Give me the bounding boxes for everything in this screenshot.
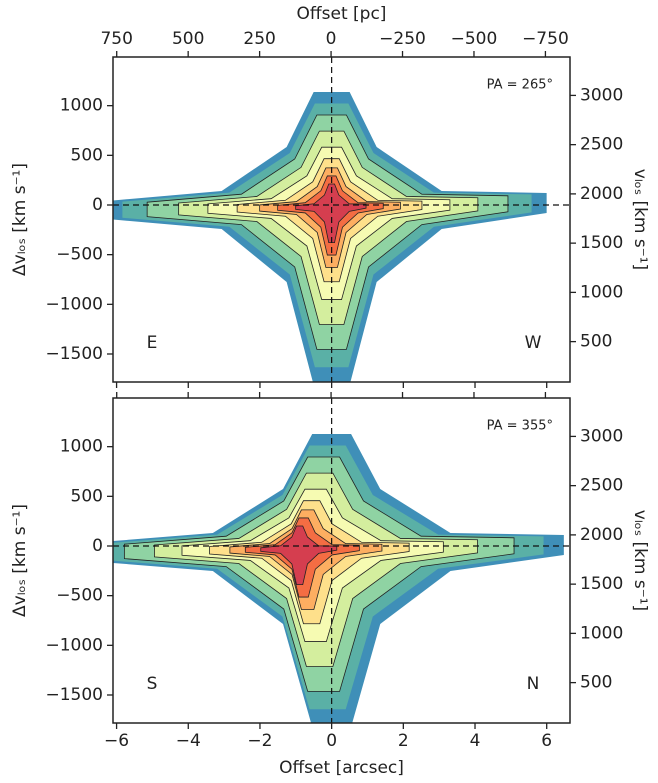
y-tick-label: 500	[71, 145, 103, 165]
x-tick-label: −2	[247, 731, 272, 751]
x-axis-label: Offset [arcsec]	[279, 758, 404, 778]
x-tick-label: 4	[470, 731, 481, 751]
emission-map	[113, 91, 547, 382]
plot-frame	[112, 56, 571, 383]
emission-map	[113, 433, 564, 723]
y2-tick-label: 2500	[580, 135, 623, 155]
x2-tick-label: 250	[243, 29, 275, 49]
emission-contour	[296, 184, 366, 243]
y-axis-label: Δvₗₒₛ [km s⁻¹]	[10, 163, 30, 276]
x-tick-label: 6	[541, 731, 552, 751]
y-tick-label: −1500	[45, 344, 103, 364]
y-tick-label: −1500	[45, 685, 103, 705]
y2-tick-label: 500	[580, 673, 612, 693]
y-tick-label: −500	[56, 586, 103, 606]
y2-tick-label: 3000	[580, 85, 623, 105]
y2-tick-label: 1500	[580, 574, 623, 594]
y2-axis-label: vₗₒₛ [km s⁻¹]	[630, 169, 650, 270]
y2-tick-label: 3000	[580, 426, 623, 446]
x2-tick-label: 0	[326, 29, 337, 49]
x2-tick-label: −250	[379, 29, 426, 49]
y2-tick-label: 2000	[580, 184, 623, 204]
x-tick-label: 2	[398, 731, 409, 751]
x2-tick-label: −750	[522, 29, 569, 49]
y-tick-label: 1000	[60, 437, 103, 457]
plot-frame	[112, 397, 571, 724]
x-tick-label: −4	[176, 731, 201, 751]
y2-tick-label: 1500	[580, 233, 623, 253]
y-axis-label: Δvₗₒₛ [km s⁻¹]	[10, 504, 30, 617]
direction-label: W	[525, 333, 542, 353]
x2-tick-label: 500	[172, 29, 204, 49]
x-tick-label: −6	[104, 731, 129, 751]
x2-axis-label: Offset [pc]	[297, 4, 387, 24]
y2-tick-label: 2000	[580, 525, 623, 545]
panel-label: PA = 355°	[487, 419, 553, 434]
y-tick-label: −500	[56, 245, 103, 265]
y-tick-label: 0	[92, 195, 103, 215]
x2-tick-label: −500	[451, 29, 498, 49]
y-tick-label: −1000	[45, 635, 103, 655]
x-tick-label: 0	[326, 731, 337, 751]
panel-label: PA = 265°	[487, 78, 553, 93]
y2-axis-label: vₗₒₛ [km s⁻¹]	[630, 510, 650, 611]
y-tick-label: −1000	[45, 294, 103, 314]
direction-label: S	[147, 674, 158, 694]
y-tick-label: 500	[71, 486, 103, 506]
direction-label: N	[527, 674, 540, 694]
x2-tick-label: 750	[100, 29, 132, 49]
emission-contour	[261, 526, 337, 585]
y2-tick-label: 2500	[580, 476, 623, 496]
y2-tick-label: 500	[580, 332, 612, 352]
y-tick-label: 0	[92, 536, 103, 556]
y2-tick-label: 1000	[580, 623, 623, 643]
y-tick-label: 1000	[60, 96, 103, 116]
y2-tick-label: 1000	[580, 282, 623, 302]
direction-label: E	[147, 333, 158, 353]
